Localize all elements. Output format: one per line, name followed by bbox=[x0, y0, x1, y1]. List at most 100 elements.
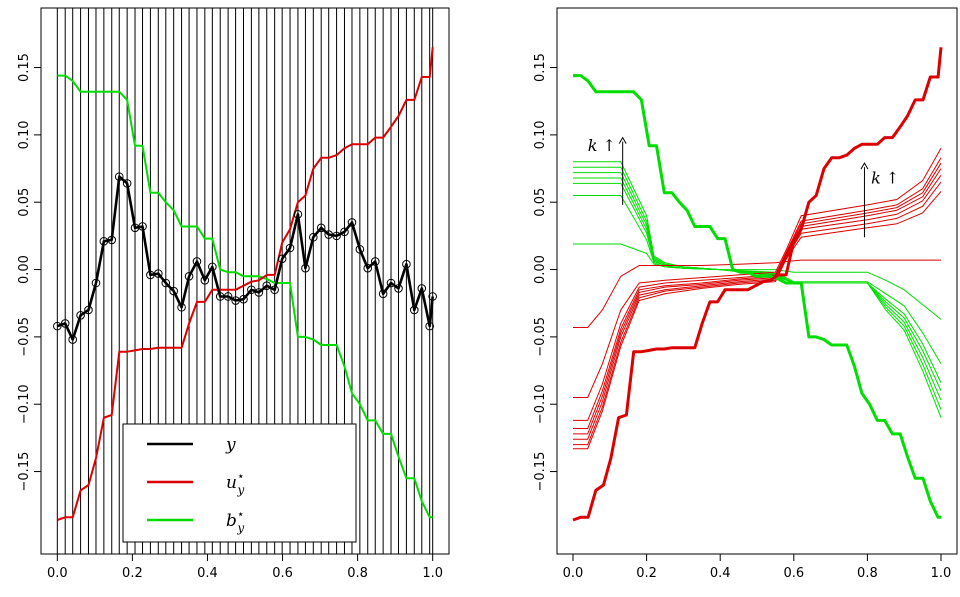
data-point bbox=[223, 292, 233, 301]
data-point bbox=[428, 292, 437, 301]
data-point bbox=[301, 263, 310, 273]
x-tick-label: 0.6 bbox=[783, 566, 804, 581]
thin-upper-line bbox=[573, 191, 942, 450]
data-point bbox=[378, 289, 388, 299]
x-tick-label: 1.0 bbox=[422, 566, 443, 581]
annotation-label: k ↑ bbox=[588, 136, 616, 155]
y-tick-label: −0.05 bbox=[533, 317, 548, 357]
data-point bbox=[402, 259, 411, 269]
x-tick-label: 0.8 bbox=[347, 566, 368, 581]
data-point bbox=[425, 321, 434, 331]
thin-upper-line bbox=[573, 162, 942, 429]
data-point bbox=[114, 172, 124, 181]
legend-label-lower: b⋆ y bbox=[226, 507, 244, 535]
data-point bbox=[84, 305, 93, 315]
legend-symbol: b bbox=[226, 511, 237, 531]
y-tick-label: −0.05 bbox=[17, 317, 32, 357]
data-point bbox=[138, 222, 147, 231]
data-point bbox=[200, 276, 210, 285]
y-tick-label: −0.10 bbox=[17, 384, 32, 424]
x-tick-label: 0.8 bbox=[857, 566, 878, 581]
y-tick-label: 0.05 bbox=[17, 188, 32, 217]
data-point bbox=[76, 311, 85, 320]
legend-symbol: y bbox=[225, 435, 236, 455]
data-point bbox=[177, 302, 186, 312]
y-tick-label: 0.15 bbox=[17, 53, 32, 82]
data-point bbox=[60, 319, 70, 328]
data-point bbox=[208, 262, 217, 272]
annotation-label: k ↑ bbox=[871, 168, 899, 187]
x-tick-label: 0.4 bbox=[710, 566, 731, 581]
thin-lower-line bbox=[573, 243, 942, 320]
data-point bbox=[169, 286, 178, 296]
data-point bbox=[161, 278, 171, 288]
legend-superscript: ⋆ bbox=[237, 469, 245, 483]
data-point bbox=[363, 263, 373, 273]
data-point bbox=[340, 227, 349, 237]
data-point bbox=[347, 218, 357, 227]
data-point bbox=[417, 284, 427, 293]
x-tick-label: 0.6 bbox=[272, 566, 293, 581]
thin-upper-line bbox=[573, 148, 942, 398]
right-panel: 0.0 0.2 0.4 0.6 0.8 1.0 −0.15 −0.10 −0.05 0.00 0.0… bbox=[533, 7, 958, 581]
thick-lower-line bbox=[573, 74, 941, 519]
data-point bbox=[285, 243, 295, 253]
left-panel: 0.0 0.2 0.4 0.6 0.8 1.0 −0.15 −0.10 −0.05 0.00 0.0… bbox=[17, 7, 450, 581]
plot-frame bbox=[556, 7, 958, 555]
x-tick-label: 1.0 bbox=[931, 566, 952, 581]
data-point bbox=[355, 245, 365, 254]
y-tick-label: 0.10 bbox=[17, 120, 32, 149]
data-point bbox=[247, 285, 256, 295]
data-point bbox=[332, 231, 341, 241]
series-line-upper bbox=[56, 47, 434, 521]
data-point bbox=[184, 271, 194, 281]
thin-upper-line bbox=[573, 259, 941, 328]
x-tick-label: 0.2 bbox=[636, 566, 657, 581]
y-tick-label: 0.15 bbox=[533, 53, 548, 82]
thin-upper-line bbox=[573, 157, 942, 421]
plot-frame bbox=[40, 7, 450, 555]
thin-lower-line bbox=[573, 161, 942, 418]
thin-upper-line bbox=[573, 168, 942, 435]
data-point bbox=[239, 294, 248, 304]
arrow-up-icon bbox=[860, 162, 869, 170]
series-line-y bbox=[56, 175, 434, 341]
y-tick-label: −0.15 bbox=[17, 452, 32, 492]
x-tick-label: 0.0 bbox=[47, 566, 68, 581]
x-tick-label: 0.0 bbox=[563, 566, 584, 581]
data-point bbox=[122, 179, 132, 188]
data-point bbox=[277, 254, 287, 264]
series-line-lower bbox=[57, 74, 433, 519]
y-tick-label: 0.00 bbox=[533, 255, 548, 284]
data-point bbox=[153, 269, 163, 278]
y-tick-label: −0.10 bbox=[533, 384, 548, 424]
y-tick-label: −0.15 bbox=[533, 452, 548, 492]
data-point bbox=[53, 321, 62, 331]
data-point bbox=[309, 232, 318, 242]
legend-symbol: u bbox=[226, 473, 237, 493]
thick-upper-line bbox=[572, 47, 943, 522]
data-point bbox=[316, 223, 326, 233]
legend-superscript: ⋆ bbox=[237, 507, 245, 521]
data-point bbox=[91, 278, 101, 288]
thin-lower-line bbox=[573, 166, 942, 410]
y-tick-label: 0.00 bbox=[17, 255, 32, 284]
data-point bbox=[370, 257, 380, 266]
data-point bbox=[394, 284, 403, 293]
data-point bbox=[386, 278, 396, 288]
data-point bbox=[262, 281, 272, 291]
x-tick-label: 0.2 bbox=[122, 566, 143, 581]
legend-label-y: y bbox=[225, 435, 236, 455]
data-point bbox=[107, 235, 117, 245]
thin-upper-line bbox=[573, 175, 942, 440]
arrow-up-icon bbox=[618, 136, 627, 144]
data-point bbox=[409, 305, 419, 315]
data-point bbox=[293, 210, 303, 219]
y-tick-label: 0.10 bbox=[533, 120, 548, 149]
data-point bbox=[68, 335, 78, 344]
data-point bbox=[254, 288, 264, 297]
x-tick-label: 0.4 bbox=[197, 566, 218, 581]
y-tick-label: 0.05 bbox=[533, 188, 548, 217]
legend-label-upper: u⋆ y bbox=[226, 469, 244, 497]
